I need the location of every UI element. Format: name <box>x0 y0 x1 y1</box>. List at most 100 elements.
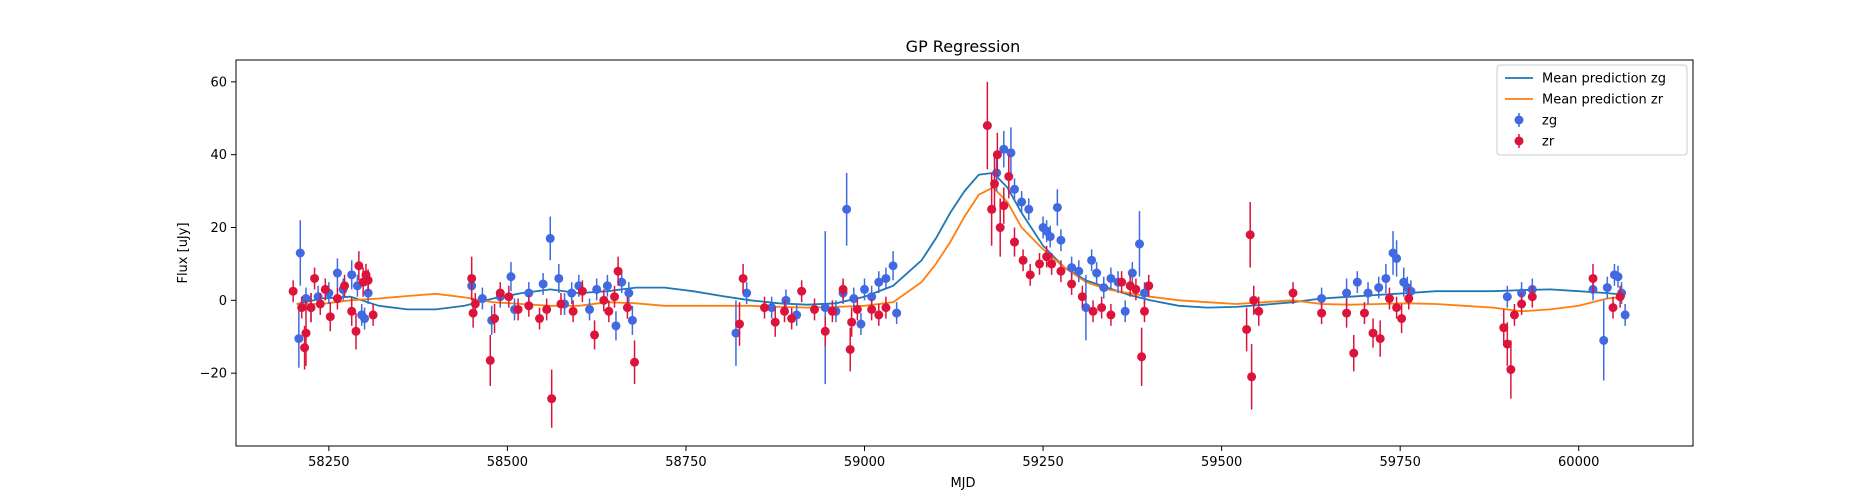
point-zr <box>820 326 830 336</box>
x-tick-label: 58750 <box>665 455 706 470</box>
point-zr <box>1502 339 1512 349</box>
point-zr <box>787 314 797 324</box>
point-zg <box>849 294 859 304</box>
plot-frame <box>235 59 1694 447</box>
point-zg <box>360 314 370 324</box>
point-zg <box>999 144 1009 154</box>
point-zg <box>624 288 634 298</box>
point-zr <box>1106 310 1116 320</box>
point-zg <box>867 292 877 302</box>
point-zr <box>599 295 609 305</box>
point-zr <box>485 355 495 365</box>
point-zg <box>295 248 305 258</box>
point-zg <box>567 288 577 298</box>
point-zg <box>1613 272 1623 282</box>
plot-area <box>288 81 1630 428</box>
x-tick-label: 59250 <box>1022 455 1063 470</box>
point-zg <box>1056 235 1066 245</box>
point-zr <box>989 179 999 189</box>
point-zg <box>1006 148 1016 158</box>
point-zg <box>888 261 898 271</box>
x-tick-label: 58250 <box>308 455 349 470</box>
x-axis-label: MJD <box>950 476 975 491</box>
point-zr <box>470 299 480 309</box>
point-zr <box>1254 306 1264 316</box>
point-zr <box>1144 281 1154 291</box>
point-zr <box>354 261 364 271</box>
point-zr <box>1342 308 1352 318</box>
point-zg <box>874 277 884 287</box>
point-zr <box>1317 308 1327 318</box>
point-zr <box>288 286 298 296</box>
point-zr <box>1247 372 1257 382</box>
point-zr <box>838 284 848 294</box>
point-zr <box>368 310 378 320</box>
point-zr <box>1404 294 1414 304</box>
point-zg <box>294 334 304 344</box>
point-zg <box>545 233 555 243</box>
point-zr <box>363 275 373 285</box>
point-zr <box>347 306 357 316</box>
series-zr <box>288 81 1625 428</box>
point-zr <box>610 292 620 302</box>
point-zg <box>611 321 621 331</box>
point-zr <box>1139 306 1149 316</box>
y-axis-label: Flux [uJy] <box>176 222 191 283</box>
point-zr <box>1025 270 1035 280</box>
point-zr <box>1077 292 1087 302</box>
legend-box <box>1496 64 1688 156</box>
point-zr <box>1349 348 1359 358</box>
point-zg <box>842 204 852 214</box>
point-zr <box>847 317 857 327</box>
point-zg <box>1502 292 1512 302</box>
point-zr <box>297 303 307 313</box>
point-zg <box>1352 277 1362 287</box>
point-zr <box>495 288 505 298</box>
point-zr <box>1047 259 1057 269</box>
point-zr <box>535 314 545 324</box>
legend-swatch <box>1514 115 1524 125</box>
point-zr <box>1042 252 1052 262</box>
point-zr <box>490 314 500 324</box>
point-zg <box>767 303 777 313</box>
x-tick-label: 59500 <box>1201 455 1242 470</box>
point-zr <box>513 304 523 314</box>
y-tick-label: 40 <box>210 148 227 163</box>
x-tick-label: 60000 <box>1558 455 1599 470</box>
point-zr <box>1375 334 1385 344</box>
series-zg <box>294 127 1630 385</box>
y-tick-label: 0 <box>219 294 227 309</box>
chart-title: GP Regression <box>906 37 1021 56</box>
legend-swatch <box>1514 136 1524 146</box>
point-zr <box>1131 284 1141 294</box>
point-zr <box>1288 288 1298 298</box>
point-zg <box>1045 232 1055 242</box>
point-zr <box>845 345 855 354</box>
point-zg <box>363 288 373 298</box>
point-zr <box>1097 303 1107 313</box>
point-zg <box>1134 239 1144 249</box>
point-zr <box>524 301 534 311</box>
point-zg <box>892 308 902 318</box>
point-zr <box>1117 277 1127 287</box>
point-zr <box>760 303 770 313</box>
point-zg <box>592 284 602 294</box>
point-zr <box>556 299 566 309</box>
line-mean-prediction-zr <box>296 186 1626 313</box>
point-zg <box>1067 263 1077 273</box>
point-zr <box>1517 299 1527 309</box>
point-zg <box>1363 288 1373 298</box>
point-zr <box>995 223 1005 233</box>
point-zr <box>568 306 578 316</box>
point-zr <box>590 330 600 340</box>
point-zr <box>1384 294 1394 304</box>
point-zg <box>1052 202 1062 212</box>
point-zg <box>1081 303 1091 313</box>
point-zr <box>1588 273 1598 283</box>
point-zr <box>577 286 587 296</box>
point-zr <box>1359 308 1369 318</box>
point-zg <box>742 288 752 298</box>
legend-label: Mean prediction zg <box>1542 72 1666 87</box>
point-zr <box>310 273 320 283</box>
point-zr <box>867 304 877 314</box>
